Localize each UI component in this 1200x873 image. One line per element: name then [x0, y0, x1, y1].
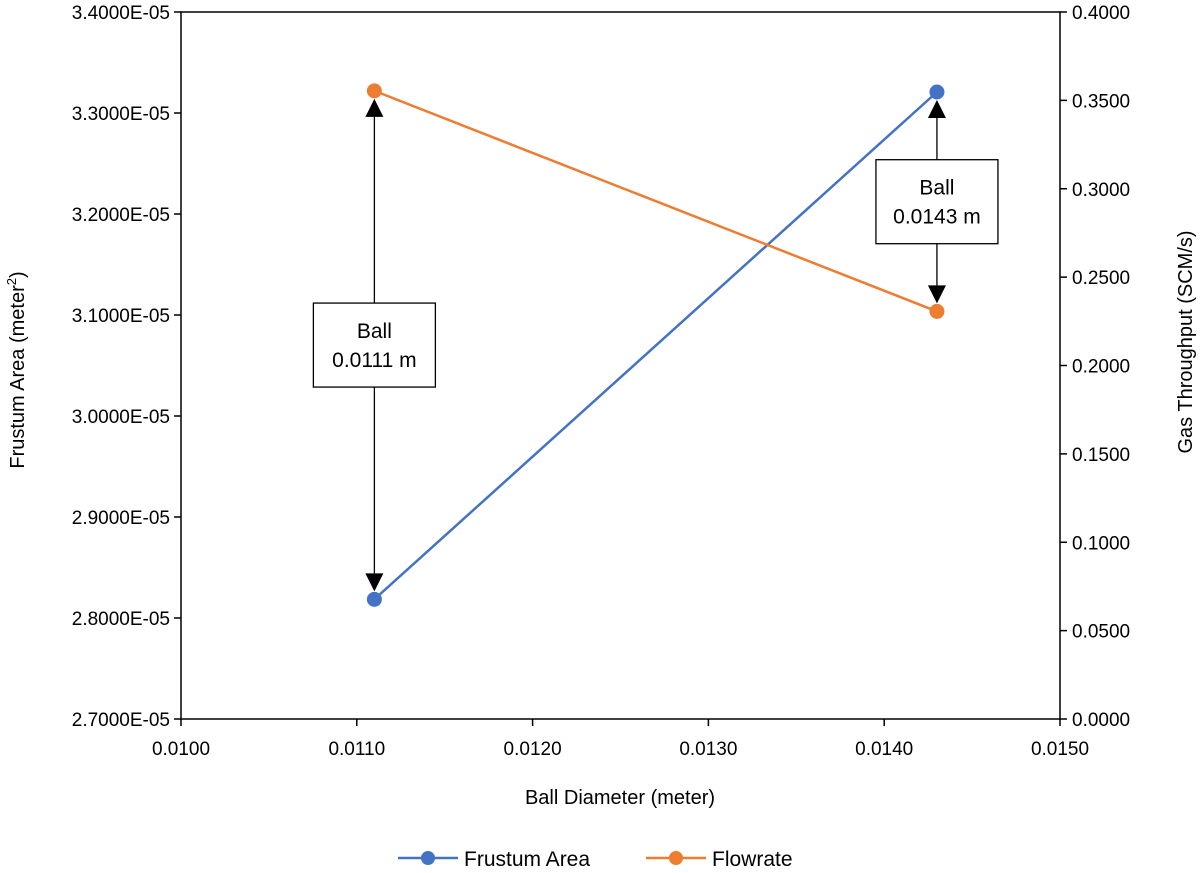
left-y-tick-label: 2.8000E-05: [72, 609, 170, 630]
left-y-axis-title-superscript: 2: [4, 278, 19, 285]
annotation-box: [875, 159, 999, 245]
annotation-arrowhead-down: [927, 285, 946, 304]
x-tick-label: 0.0150: [1031, 739, 1089, 760]
left-y-tick-label: 3.2000E-05: [72, 205, 170, 226]
legend-marker-flowrate: [669, 851, 683, 865]
left-y-tick-label: 3.3000E-05: [72, 104, 170, 125]
right-y-axis-ticks: 0.0000 0.0500 0.1000 0.1500 0.2000 0.2500 0.30…: [1060, 3, 1130, 731]
left-y-tick-label: 3.4000E-05: [72, 3, 170, 24]
left-y-axis-title-text: Frustum Area (meter: [7, 285, 29, 469]
data-point-flowrate: [366, 83, 382, 99]
data-point-flowrate: [929, 303, 945, 319]
annotation-label-line2: 0.0143 m: [893, 206, 981, 229]
legend-label-flowrate: Flowrate: [712, 848, 793, 871]
x-axis-title: Ball Diameter (meter): [525, 787, 715, 809]
annotation-arrowhead-up: [927, 99, 946, 118]
annotation-2: Ball 0.0143 m: [875, 99, 999, 304]
right-y-tick-label: 0.1500: [1072, 445, 1130, 466]
x-tick-label: 0.0140: [855, 739, 913, 760]
x-axis-ticks: 0.0100 0.0110 0.0120 0.0130 0.0140 0.0150: [152, 719, 1089, 760]
x-tick-label: 0.0110: [328, 739, 385, 760]
right-y-tick-label: 0.3000: [1072, 180, 1130, 201]
legend-label-frustum-area: Frustum Area: [464, 848, 590, 871]
annotation-label-line2: 0.0111 m: [332, 349, 416, 372]
right-y-tick-label: 0.0000: [1072, 710, 1130, 731]
data-point-frustum-area: [366, 591, 382, 607]
right-y-tick-label: 0.3500: [1072, 91, 1130, 112]
right-y-axis-title: Gas Throughput (SCM/s): [1175, 230, 1197, 453]
x-tick-label: 0.0130: [679, 739, 737, 760]
left-y-tick-label: 2.7000E-05: [72, 710, 170, 731]
left-y-axis-title: Frustum Area (meter2): [4, 271, 29, 468]
annotation-1: Ball 0.0111 m: [312, 98, 437, 592]
annotation-box: [312, 302, 437, 388]
right-y-tick-label: 0.1000: [1072, 533, 1130, 554]
left-y-axis-title-close: ): [7, 271, 29, 278]
series-line-flowrate: [373, 89, 938, 313]
right-y-tick-label: 0.4000: [1072, 3, 1130, 24]
data-point-frustum-area: [929, 84, 945, 100]
annotation-arrowhead-down: [365, 573, 384, 592]
left-y-tick-label: 3.1000E-05: [72, 306, 170, 327]
series-line-frustum-area: [373, 91, 938, 601]
legend: Frustum Area Flowrate: [398, 848, 793, 871]
left-y-axis-ticks: 2.7000E-05 2.8000E-05 2.9000E-05 3.0000E-05…: [72, 3, 181, 731]
annotation-label-line1: Ball: [919, 177, 954, 200]
legend-marker-frustum-area: [421, 851, 435, 865]
annotation-arrowhead-up: [365, 98, 384, 117]
right-y-tick-label: 0.2500: [1072, 268, 1130, 289]
left-y-tick-label: 3.0000E-05: [72, 407, 170, 428]
right-y-tick-label: 0.0500: [1072, 622, 1130, 643]
x-tick-label: 0.0120: [504, 739, 562, 760]
x-tick-label: 0.0100: [152, 739, 210, 760]
left-y-tick-label: 2.9000E-05: [72, 508, 170, 529]
annotation-layer: Ball 0.0111 m Ball 0.0143 m: [312, 98, 999, 592]
annotation-label-line1: Ball: [357, 320, 392, 343]
series-layer: [366, 83, 945, 607]
right-y-tick-label: 0.2000: [1072, 357, 1130, 378]
